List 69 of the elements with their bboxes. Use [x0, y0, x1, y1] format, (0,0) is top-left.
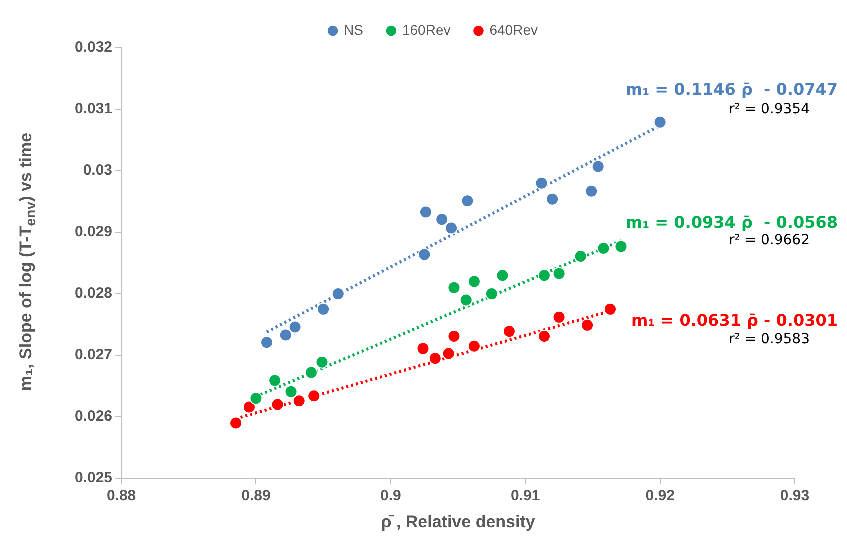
point: [597, 242, 610, 256]
annotation: m₁ = 0.0631 ρ̄ - 0.0301: [631, 311, 838, 330]
point: [581, 318, 594, 332]
point: [418, 248, 432, 262]
y-tick-label: 0.032: [74, 39, 113, 56]
point: [445, 222, 458, 235]
y-tick-label: 0.03: [83, 162, 113, 180]
point: [468, 340, 481, 353]
legend-label: NS: [344, 22, 364, 38]
point: [268, 374, 282, 388]
x-tick-label: 0.9: [380, 488, 402, 505]
point: [316, 356, 329, 369]
annotation: m₁ = 0.0934 ρ̄ - 0.0568: [626, 213, 838, 232]
point: [308, 390, 321, 403]
x-tick-label: 0.93: [780, 488, 810, 505]
point: [304, 366, 318, 380]
point: [250, 392, 263, 406]
point: [654, 116, 667, 129]
point: [292, 394, 306, 408]
y-tick-label: 0.027: [74, 346, 113, 364]
point: [460, 294, 473, 307]
point: [242, 400, 256, 414]
point: [604, 302, 617, 316]
point: [614, 240, 628, 254]
annotation: r² = 0.9583: [729, 332, 810, 348]
point: [552, 267, 566, 280]
point: [574, 250, 588, 264]
legend-label: 640Rev: [490, 22, 538, 38]
x-tick-label: 0.92: [646, 488, 675, 505]
point: [428, 352, 442, 366]
point: [419, 206, 432, 219]
x-tick-label: 0.91: [511, 488, 540, 505]
point: [448, 281, 461, 294]
point: [436, 213, 449, 226]
point: [552, 310, 566, 324]
annotation: r² = 0.9354: [729, 102, 810, 118]
point: [442, 347, 456, 360]
point: [461, 194, 474, 208]
point: [288, 320, 302, 334]
point: [448, 330, 461, 343]
point: [332, 288, 345, 301]
point: [284, 385, 298, 398]
point: [416, 342, 430, 356]
point: [317, 302, 330, 316]
x-axis-title: ρ̄ , Relative density: [381, 512, 536, 532]
x-tick-label: 0.88: [106, 488, 136, 505]
x-tick-label: 0.89: [242, 488, 271, 505]
point: [538, 269, 551, 282]
point: [502, 325, 516, 338]
point: [230, 416, 243, 430]
point: [538, 330, 551, 343]
annotation: r² = 0.9662: [729, 232, 810, 249]
point: [546, 192, 560, 206]
y-tick-label: 0.029: [74, 224, 113, 241]
point: [468, 275, 481, 288]
annotation: m₁ = 0.1146 ρ̄ - 0.0747: [626, 80, 838, 100]
point: [260, 336, 274, 350]
point: [592, 160, 605, 174]
legend-label: 160Rev: [402, 22, 451, 38]
point: [496, 269, 510, 282]
point: [279, 328, 292, 342]
point: [271, 398, 284, 412]
y-tick-label: 0.026: [74, 408, 113, 426]
point: [535, 176, 548, 190]
point: [585, 184, 598, 198]
y-tick-label: 0.028: [74, 285, 113, 302]
point: [485, 288, 498, 301]
y-tick-label: 0.031: [74, 100, 113, 118]
y-tick-label: 0.025: [74, 470, 113, 487]
